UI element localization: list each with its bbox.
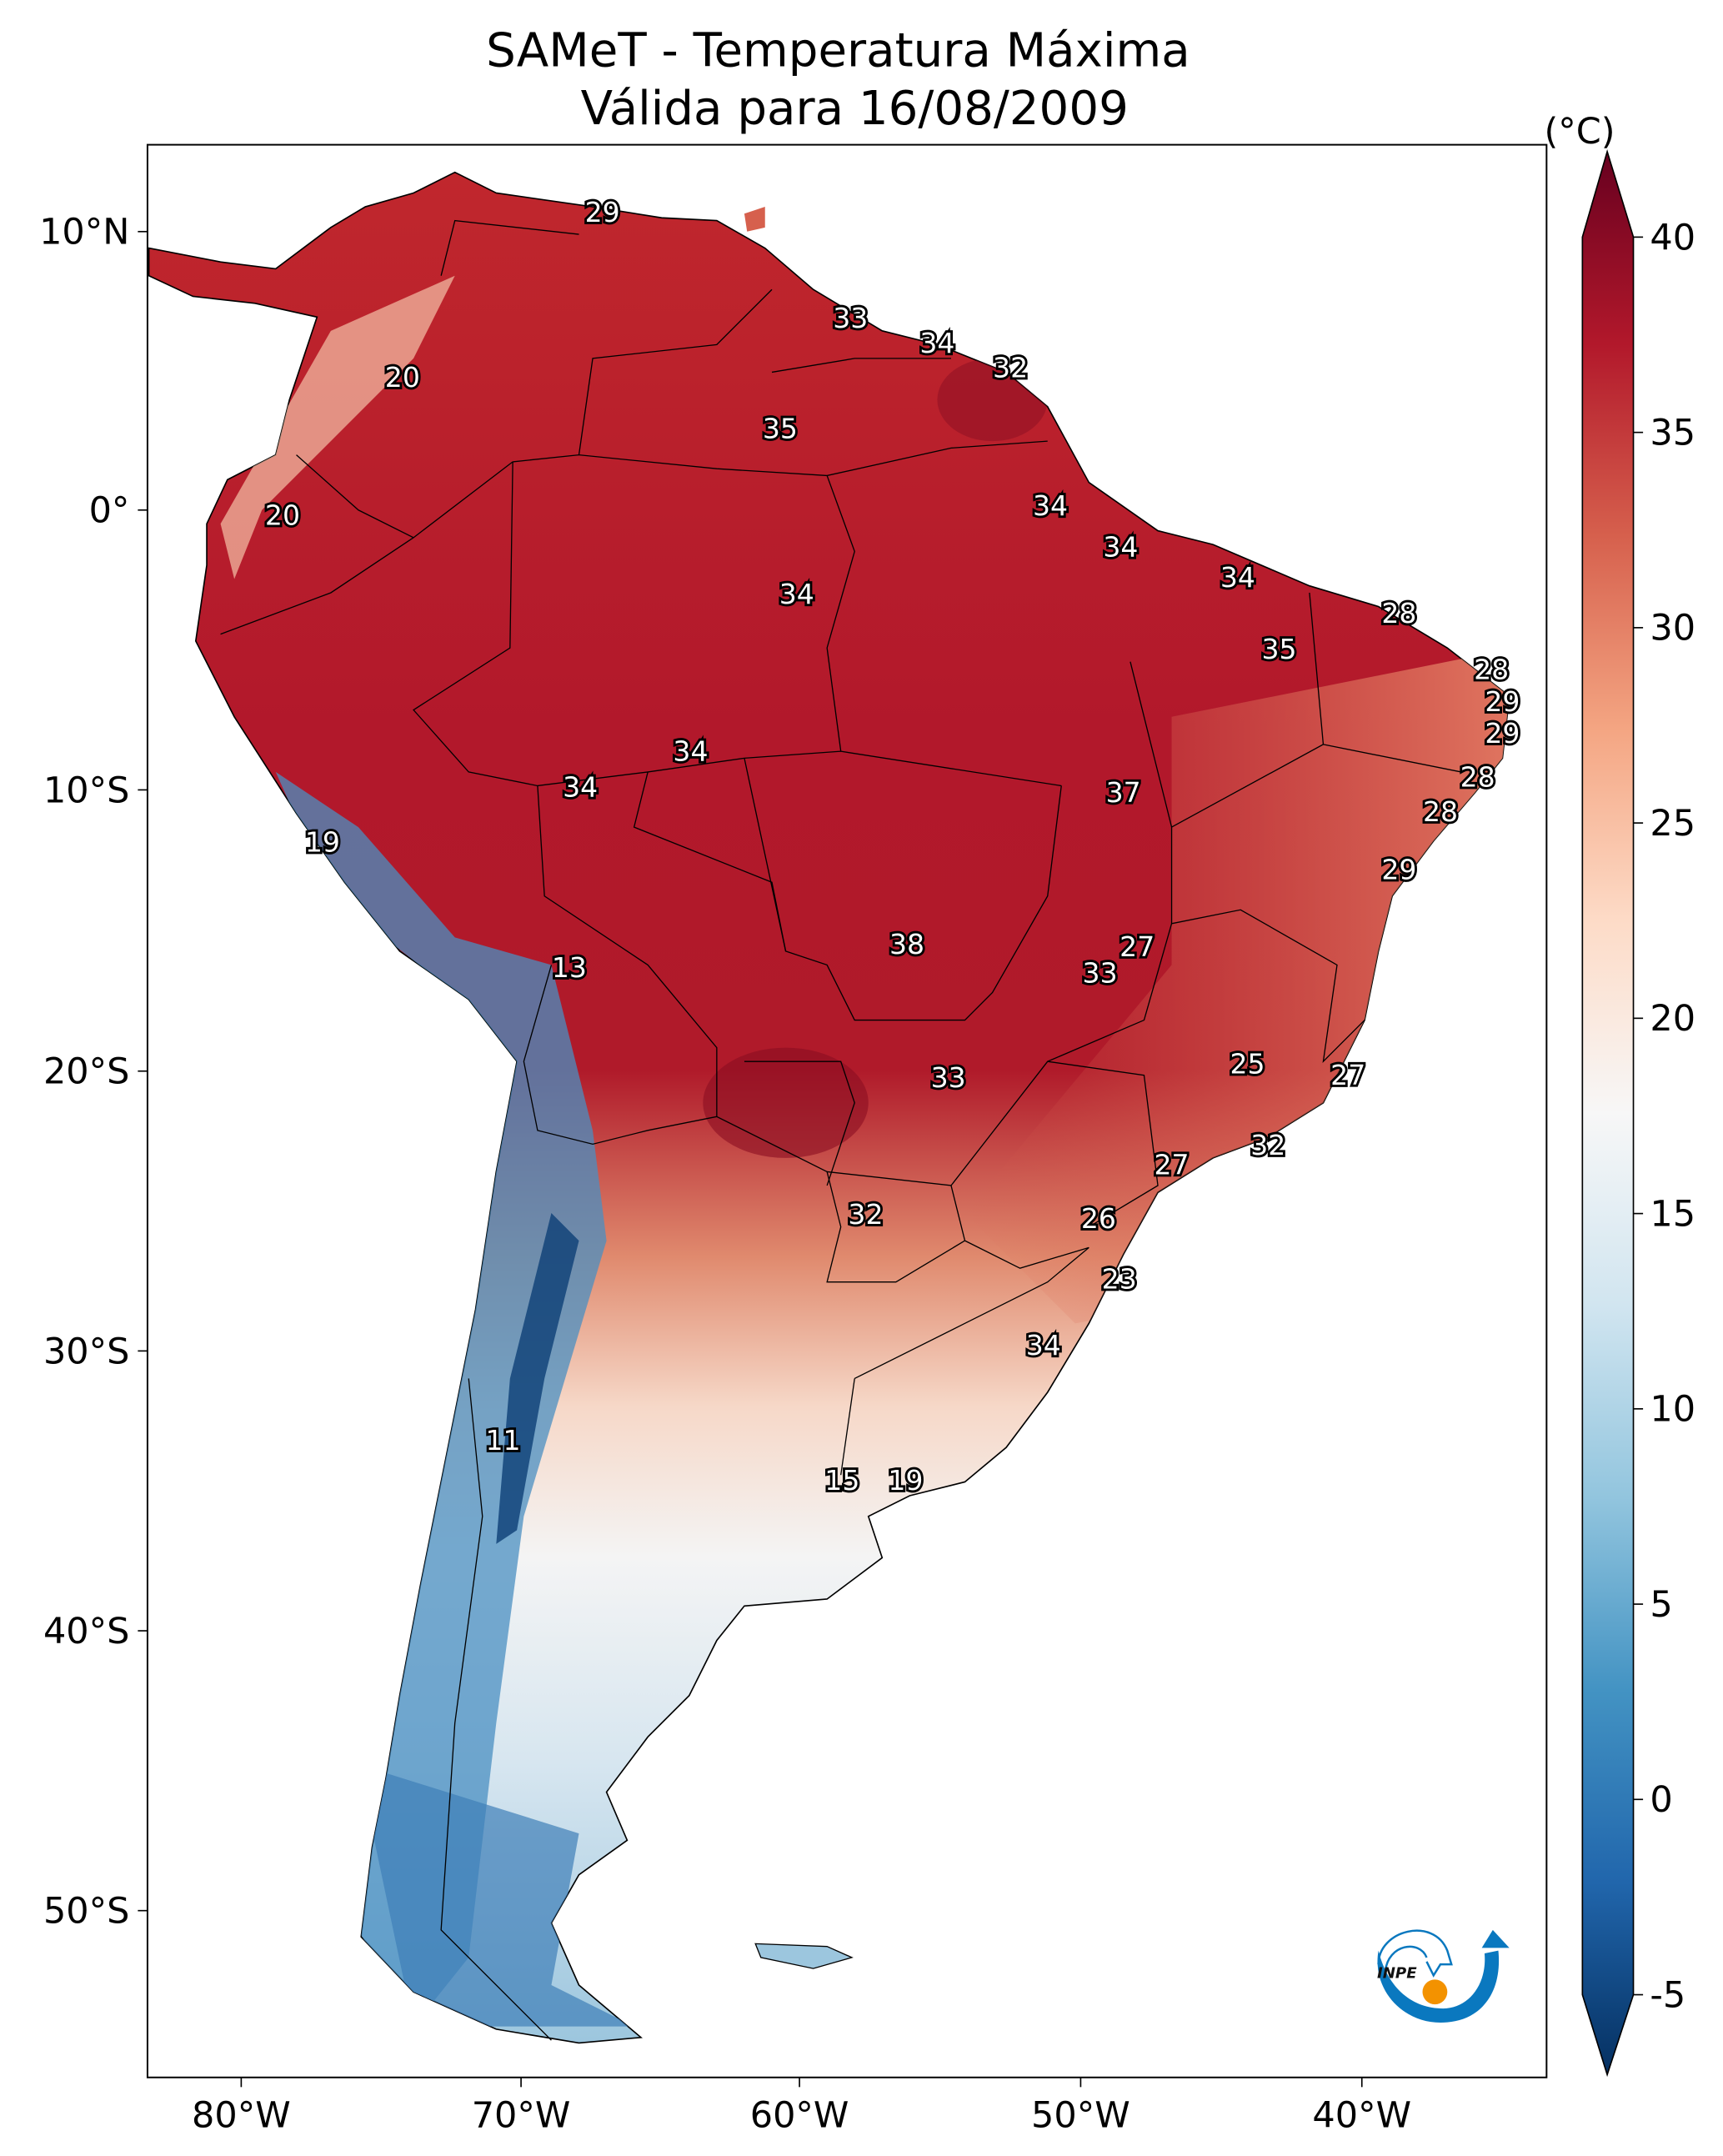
longitude-axis: 80°W 70°W 60°W 50°W 40°W xyxy=(192,2077,1411,2136)
latitude-tick-label: 40°S xyxy=(43,1611,129,1652)
station-temperature-label: 38 xyxy=(889,928,924,960)
logo-loop xyxy=(1377,1929,1453,1978)
station-temperature-label: 33 xyxy=(931,1061,966,1094)
patagonia-cold xyxy=(358,1764,634,2027)
station-temperature-label: 29 xyxy=(585,196,620,228)
colorbar-tick-label: 10 xyxy=(1650,1389,1695,1431)
longitude-tick-label: 40°W xyxy=(1312,2094,1411,2136)
latitude-tick-label: 0° xyxy=(89,490,130,532)
station-temperature-label: 29 xyxy=(1485,685,1520,718)
logo-arrow-head xyxy=(1481,1929,1510,1948)
longitude-tick-label: 50°W xyxy=(1031,2094,1130,2136)
station-temperature-label: 27 xyxy=(1155,1148,1190,1181)
colorbar-tick-label: 0 xyxy=(1650,1779,1672,1821)
map-frame xyxy=(146,143,1548,2078)
trinidad-island xyxy=(744,207,765,232)
station-temperature-label: 29 xyxy=(1381,853,1416,885)
station-temperature-label: 23 xyxy=(1102,1263,1137,1296)
andes-cold-region xyxy=(275,771,607,2027)
station-temperature-label: 19 xyxy=(888,1464,923,1497)
colorbar-tick-label: 35 xyxy=(1650,413,1695,454)
station-temperature-label: 11 xyxy=(486,1424,521,1457)
station-temperature-label: 34 xyxy=(1026,1329,1061,1361)
station-temperature-label: 34 xyxy=(563,770,598,803)
station-temperature-label: 25 xyxy=(1230,1048,1265,1081)
longitude-tick-label: 80°W xyxy=(192,2094,291,2136)
colorbar-tick-label: 40 xyxy=(1650,217,1695,258)
station-temperature-label: 32 xyxy=(993,352,1028,384)
station-temperature-label: 34 xyxy=(1220,561,1255,594)
logo-text: INPE xyxy=(1377,1965,1417,1983)
station-temperature-label: 37 xyxy=(1106,776,1141,809)
station-temperature-label: 27 xyxy=(1119,930,1155,963)
station-temperature-label: 35 xyxy=(1262,633,1297,665)
latitude-tick-label: 20°S xyxy=(43,1051,129,1093)
longitude-tick-label: 60°W xyxy=(750,2094,849,2136)
andes-core xyxy=(496,1213,579,1544)
station-temperature-label: 19 xyxy=(305,825,340,858)
station-temperature-label: 34 xyxy=(1033,489,1068,522)
chart-title-line1: SAMeT - Temperatura Máxima xyxy=(486,23,1190,78)
latitude-tick-label: 10°N xyxy=(39,212,129,253)
station-temperature-label: 20 xyxy=(265,499,300,532)
chart-title-line2: Válida para 16/08/2009 xyxy=(581,82,1129,136)
colorbar-tick-label: 15 xyxy=(1650,1193,1695,1235)
station-temperature-label: 13 xyxy=(552,951,587,984)
station-temperature-label: 32 xyxy=(848,1198,883,1231)
station-temperature-label: 28 xyxy=(1460,761,1495,794)
station-temperature-label: 28 xyxy=(1381,597,1416,629)
political-borders xyxy=(220,219,1461,2041)
station-temperature-label: 27 xyxy=(1330,1059,1365,1091)
logo-sun xyxy=(1422,1979,1448,2005)
longitude-tick-label: 70°W xyxy=(472,2094,571,2136)
colorbar-bar xyxy=(1581,148,1635,2078)
station-temperature-label: 35 xyxy=(763,412,798,444)
colorbar-tick-label: 5 xyxy=(1650,1584,1672,1626)
latitude-axis: 10°N 0° 10°S 20°S 30°S 40°S 50°S xyxy=(39,212,148,1933)
station-temperature-label: 32 xyxy=(1250,1129,1285,1161)
station-temperature-label: 34 xyxy=(919,327,954,359)
station-temperature-label: 33 xyxy=(1083,956,1118,989)
colorbar-tick-label: 20 xyxy=(1650,998,1695,1040)
colorbar: (°C) 40 35 30 25 20 15 10 5 0 -5 xyxy=(1545,111,1695,2078)
colorbar-tick-label: 25 xyxy=(1650,803,1695,845)
logo-swoosh xyxy=(1377,1950,1500,2023)
station-temperature-label: 34 xyxy=(673,735,708,767)
latitude-tick-label: 10°S xyxy=(43,770,129,811)
latitude-tick-label: 30°S xyxy=(43,1331,129,1372)
station-temperature-label: 33 xyxy=(833,302,868,334)
station-temperature-label: 20 xyxy=(385,361,420,394)
colorbar-tick-label: -5 xyxy=(1650,1974,1685,2016)
hot-core-paraguay xyxy=(703,1047,869,1158)
colombia-andes xyxy=(220,275,455,579)
station-temperature-label: 34 xyxy=(779,578,814,610)
latitude-tick-label: 50°S xyxy=(43,1891,129,1933)
station-temperature-label: 34 xyxy=(1103,531,1138,564)
station-temperature-label: 29 xyxy=(1485,717,1520,750)
station-temperature-label: 28 xyxy=(1423,795,1458,828)
colorbar-tick-label: 30 xyxy=(1650,608,1695,649)
inpe-logo: INPE xyxy=(1377,1929,1510,2023)
station-temperature-label: 15 xyxy=(824,1464,859,1497)
station-temperature-label: 28 xyxy=(1474,654,1509,686)
colorbar-unit: (°C) xyxy=(1545,111,1615,153)
station-temperature-label: 26 xyxy=(1081,1202,1116,1235)
falkland-islands xyxy=(754,1943,854,1969)
